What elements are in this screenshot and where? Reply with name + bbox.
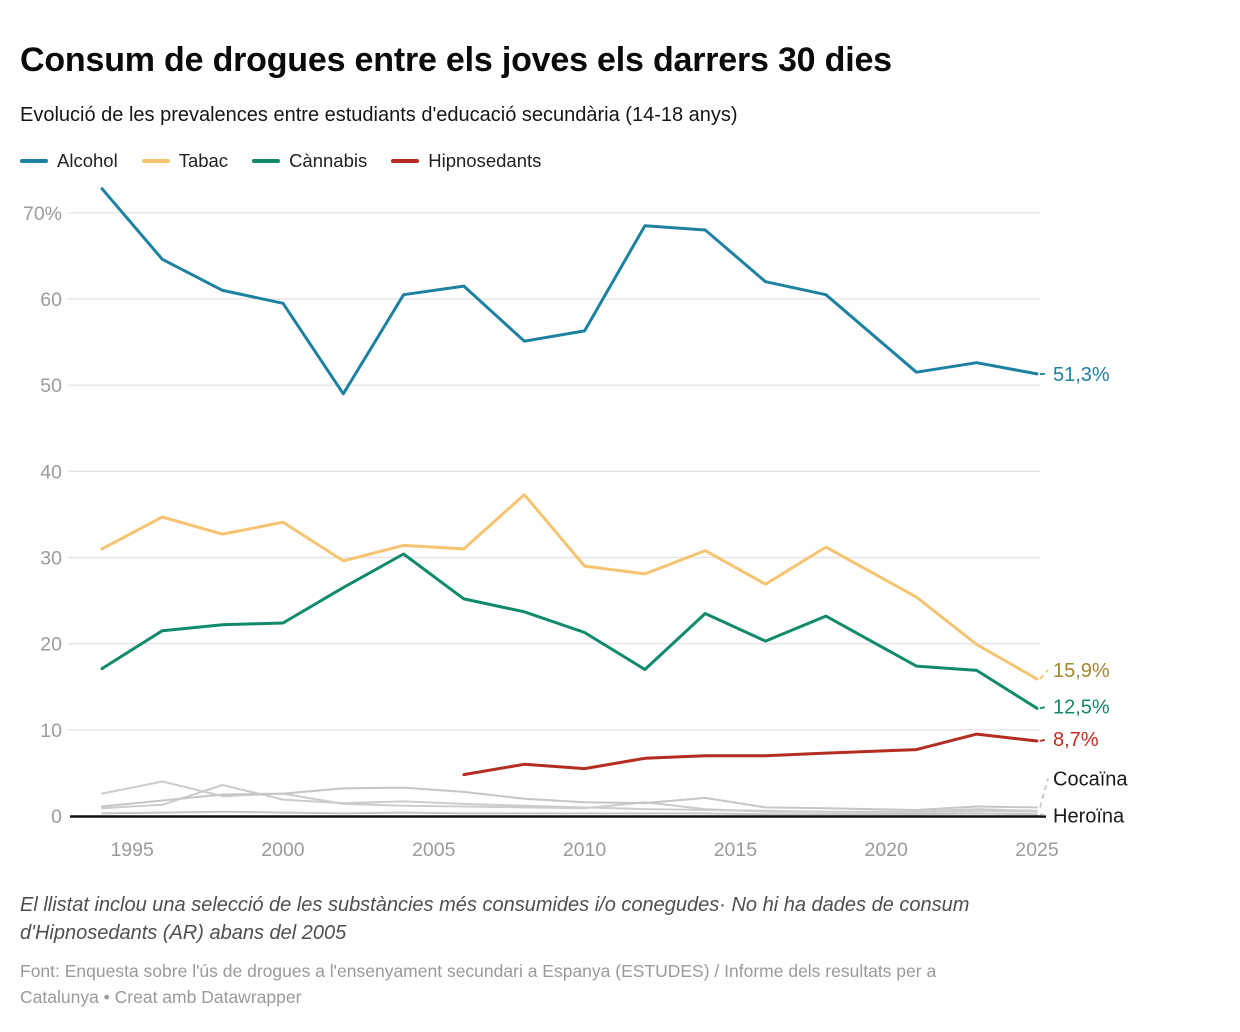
y-tick-label: 20: [40, 634, 62, 656]
series-line-alcohol: [100, 187, 1039, 396]
legend-label-hipnosedants: Hipnosedants: [428, 150, 542, 171]
line-chart: 0 10 20 30 40 50 60 70% 1995 2000 2005 2010 2015 2020…: [0, 175, 1240, 861]
chart-title: Consum de drogues entre els joves els da…: [20, 40, 892, 79]
legend-label-alcohol: Alcohol: [57, 150, 118, 171]
legend-swatch-hipnosedants: [391, 159, 420, 163]
chart-subtitle: Evolució de les prevalences entre estudi…: [20, 104, 738, 126]
series-line-cannabis: [100, 552, 1039, 710]
y-tick-label: 70%: [23, 203, 62, 225]
x-tick-label: 2020: [864, 839, 908, 860]
end-label-connector-tabac: [1039, 669, 1049, 680]
series-line-hipnosedants: [462, 732, 1039, 777]
end-label-cocaina: Cocaïna: [1053, 768, 1128, 790]
x-tick-label: 2025: [1015, 839, 1059, 860]
series-line-gray-b: [101, 784, 1038, 813]
end-label-heroina: Heroïna: [1053, 805, 1125, 827]
legend-item-hipnosedants: Hipnosedants: [391, 150, 541, 172]
end-label-tabac: 15,9%: [1053, 660, 1110, 682]
series-line-tabac: [100, 493, 1039, 681]
note-line: El llistat inclou una selecció de les su…: [20, 894, 970, 916]
series-line-heroina: [101, 810, 1038, 816]
end-label-alcohol: 51,3%: [1053, 364, 1110, 386]
y-tick-label: 0: [51, 806, 62, 828]
end-label-connector-cannabis: [1039, 705, 1049, 710]
y-tick-label: 60: [40, 289, 62, 311]
x-tick-label: 1995: [110, 839, 154, 860]
series-line-cocaina: [101, 786, 1038, 811]
y-tick-label: 50: [40, 375, 62, 397]
legend-label-cannabis: Cànnabis: [289, 150, 368, 171]
note-line: d'Hipnosedants (AR) abans del 2005: [20, 921, 347, 944]
chart-source: Font: Enquesta sobre l'ús de drogues a l…: [20, 958, 1180, 1011]
line-chart-svg: 0 10 20 30 40 50 60 70% 1995 2000 2005 2010 2015 2020…: [23, 187, 1128, 861]
source-line: Font: Enquesta sobre l'ús de drogues a l…: [20, 961, 937, 981]
x-tick-label: 2000: [261, 839, 305, 860]
end-label-connector-hipnosedants: [1039, 738, 1049, 742]
legend-swatch-alcohol: [20, 159, 48, 163]
x-tick-label: 2005: [412, 839, 456, 860]
legend: Alcohol Tabac Cànnabis Hipnosedants: [20, 150, 541, 172]
y-tick-label: 40: [40, 461, 62, 483]
x-tick-label: 2010: [563, 839, 607, 860]
end-label-cannabis: 12,5%: [1053, 696, 1110, 718]
legend-label-tabac: Tabac: [178, 150, 229, 171]
end-label-connector-heroina: [1039, 813, 1049, 817]
y-tick-label: 10: [40, 720, 62, 742]
legend-item-tabac: Tabac: [141, 150, 229, 172]
chart-note: El llistat inclou una selecció de les su…: [20, 892, 1180, 947]
legend-item-cannabis: Cànnabis: [252, 150, 367, 172]
end-label-hipnosedants: 8,7%: [1053, 729, 1099, 751]
legend-swatch-cannabis: [252, 159, 281, 163]
end-label-connector-cocaina: [1039, 778, 1049, 808]
legend-item-alcohol: Alcohol: [20, 150, 118, 172]
y-tick-label: 30: [40, 547, 62, 569]
x-tick-label: 2015: [714, 839, 758, 860]
legend-swatch-tabac: [141, 159, 170, 163]
source-line: Catalunya • Creat amb Datawrapper: [20, 987, 302, 1008]
